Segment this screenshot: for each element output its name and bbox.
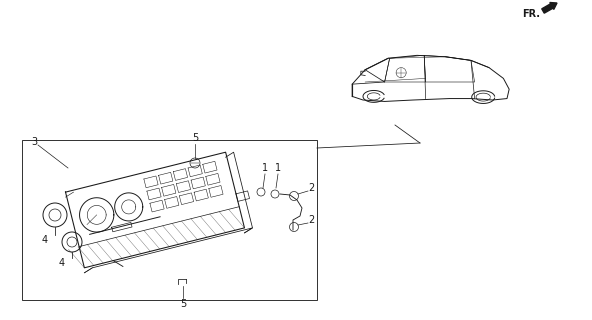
FancyArrow shape: [542, 3, 557, 13]
Text: 2: 2: [308, 215, 314, 225]
Text: 2: 2: [308, 183, 314, 193]
Text: 3: 3: [31, 137, 37, 147]
Text: FR.: FR.: [522, 9, 540, 19]
Text: 1: 1: [262, 163, 268, 173]
Bar: [22, 140, 317, 300]
Text: 1: 1: [275, 163, 281, 173]
Text: 5: 5: [192, 133, 198, 143]
Text: 5: 5: [180, 299, 186, 309]
Text: 4: 4: [42, 235, 48, 245]
Text: 4: 4: [59, 258, 65, 268]
